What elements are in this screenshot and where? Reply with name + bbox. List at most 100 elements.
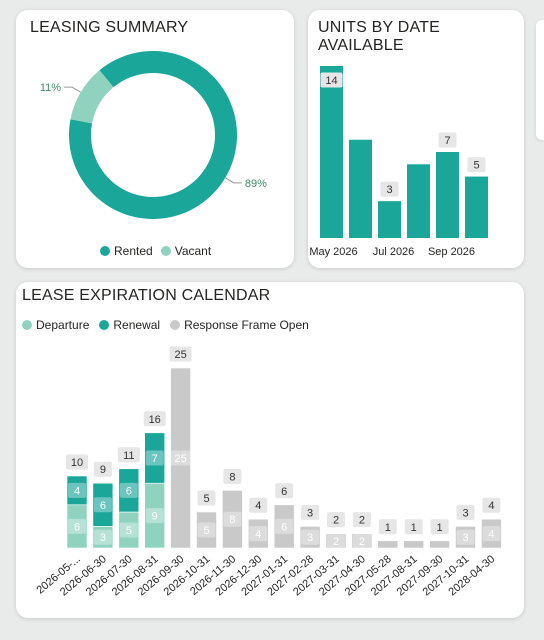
- calendar-segment-response-frame-open-10[interactable]: [325, 533, 347, 549]
- calendar-segment-response-frame-open-5[interactable]: [196, 511, 217, 549]
- calendar-segment-response-frame-open-6[interactable]: [222, 490, 243, 549]
- calendar-segment-label-1-departure: 3: [93, 529, 112, 545]
- calendar-total-label-10-bg: [327, 512, 345, 528]
- calendar-total-label-5-bg: [197, 490, 216, 506]
- calendar-total-label-7-text: 4: [255, 500, 261, 512]
- calendar-segment-label-1-departure-text: 3: [100, 532, 106, 544]
- units-bar-chart: 14 May 2026 3 Jul 2026 7 Sep 2026 5: [309, 66, 488, 258]
- units-bar-aug-2026[interactable]: [407, 164, 430, 238]
- legend-item-departure[interactable]: Departure: [22, 318, 89, 332]
- calendar-segment-label-0-departure: 6: [68, 518, 86, 534]
- calendar-total-label-3: 16: [143, 411, 166, 427]
- calendar-segment-renewal-0[interactable]: [66, 475, 88, 506]
- legend-item-response-frame-open[interactable]: Response Frame Open: [170, 318, 309, 332]
- calendar-total-label-5: 5: [197, 490, 216, 506]
- calendar-total-label-8-text: 6: [281, 486, 287, 498]
- calendar-total-label-12: 1: [378, 519, 397, 535]
- donut-slice-vacant[interactable]: [70, 70, 114, 124]
- leasing-summary-card: LEASING SUMMARY 89% 11% Rented Vacant: [16, 10, 294, 268]
- calendar-total-label-15-bg: [456, 504, 475, 520]
- units-bar-oct-2026[interactable]: [465, 176, 488, 238]
- legend-item-renewal[interactable]: Renewal: [99, 318, 160, 332]
- lease-calendar-title: LEASE EXPIRATION CALENDAR: [22, 287, 271, 304]
- calendar-segment-label-3-renewal-bg: [145, 450, 164, 466]
- units-bar-jun-2026[interactable]: [349, 139, 372, 238]
- calendar-segment-renewal-3[interactable]: [144, 432, 165, 484]
- calendar-segment-label-1-renewal: 6: [93, 497, 112, 513]
- units-data-label-2-text: 3: [386, 184, 392, 196]
- calendar-segment-response-frame-open-9[interactable]: [299, 526, 321, 549]
- calendar-segment-label-4-response-bg: [169, 450, 192, 466]
- calendar-segment-label-3-departure: 9: [145, 508, 164, 524]
- calendar-total-label-13-bg: [404, 519, 423, 535]
- calendar-segment-label-1-renewal-text: 6: [100, 500, 106, 512]
- calendar-segment-label-15-response-bg: [456, 529, 475, 545]
- calendar-segment-label-4-response: 25: [169, 450, 192, 466]
- units-bar-jul-2026[interactable]: [378, 201, 401, 238]
- calendar-total-label-14: 1: [430, 519, 449, 535]
- calendar-segment-label-15-response: 3: [456, 529, 475, 545]
- units-bar-sep-2026[interactable]: [436, 152, 459, 238]
- calendar-segment-response-frame-open-8[interactable]: [273, 504, 295, 549]
- calendar-total-label-5-text: 5: [203, 493, 209, 505]
- legend-dot-vacant: [160, 246, 171, 256]
- calendar-segment-label-2-departure: 5: [119, 522, 138, 538]
- calendar-segment-label-11-response: 2: [352, 533, 371, 549]
- calendar-segment-label-3-departure-text: 9: [152, 511, 158, 523]
- calendar-segment-response-frame-open-15[interactable]: [455, 526, 476, 549]
- calendar-segment-renewal-2[interactable]: [118, 468, 140, 513]
- calendar-segment-label-8-response-bg: [275, 518, 294, 534]
- units-by-date-card: UNITS BY DATE AVAILABLE 14 May 2026 3 Jul 2…: [308, 10, 524, 268]
- units-bar-may-2026[interactable]: [320, 66, 343, 238]
- calendar-segment-label-1-departure-bg: [93, 529, 112, 545]
- leasing-summary-title: LEASING SUMMARY: [30, 19, 189, 36]
- calendar-segment-label-3-renewal-text: 7: [152, 453, 158, 465]
- calendar-total-label-9: 3: [301, 504, 320, 520]
- calendar-segment-response-frame-open-7[interactable]: [248, 518, 269, 549]
- calendar-segment-renewal-1[interactable]: [92, 482, 114, 527]
- units-data-label-4-text: 7: [444, 135, 450, 147]
- calendar-segment-label-0-departure-text: 6: [74, 521, 80, 533]
- calendar-segment-response-frame-open-13[interactable]: [403, 540, 425, 549]
- calendar-segment-label-0-renewal-bg: [68, 482, 86, 498]
- legend-dot-rented: [100, 246, 110, 256]
- calendar-stacked-bar-chart: 64102026-05-...3692026-06-3056112026-07-…: [34, 346, 502, 598]
- calendar-segment-response-frame-open-14[interactable]: [429, 540, 450, 549]
- calendar-total-label-1: 9: [93, 461, 112, 477]
- legend-item-rented[interactable]: Rented: [100, 244, 153, 258]
- units-tick-label-4: Sep 2026: [428, 246, 475, 258]
- calendar-total-label-13: 1: [404, 519, 423, 535]
- calendar-segment-label-0-renewal-text: 4: [74, 485, 80, 497]
- side-panel-tab[interactable]: [536, 20, 544, 140]
- legend-dot-response-frame-open: [170, 320, 181, 330]
- donut-leader-rented: [225, 177, 242, 184]
- calendar-segment-response-frame-open-11[interactable]: [351, 533, 373, 549]
- units-data-label-4: 7: [438, 132, 457, 148]
- legend-label-rented: Rented: [114, 244, 153, 258]
- leasing-legend: Rented Vacant: [100, 244, 211, 258]
- calendar-total-label-2-bg: [117, 447, 140, 463]
- calendar-total-label-10: 2: [327, 512, 345, 528]
- calendar-total-label-2-text: 11: [123, 450, 134, 462]
- calendar-segment-label-1-renewal-bg: [93, 497, 112, 513]
- donut-label-vacant: 11%: [40, 82, 61, 94]
- calendar-total-label-6: 8: [223, 468, 242, 484]
- calendar-total-label-16-bg: [482, 497, 501, 513]
- calendar-total-label-12-bg: [378, 519, 397, 535]
- calendar-total-label-6-text: 8: [229, 471, 235, 483]
- calendar-segment-response-frame-open-12[interactable]: [377, 540, 399, 549]
- calendar-total-label-4-text: 25: [174, 349, 186, 361]
- calendar-segment-label-2-renewal: 6: [119, 482, 138, 498]
- calendar-segment-response-frame-open-16[interactable]: [481, 518, 502, 549]
- calendar-segment-label-0-departure-bg: [68, 518, 86, 534]
- units-data-label-2: 3: [380, 181, 399, 197]
- leasing-donut-chart: 89% 11%: [40, 50, 267, 219]
- calendar-total-label-2: 11: [117, 447, 140, 463]
- units-tick-label-2: Jul 2026: [373, 246, 415, 258]
- legend-item-vacant[interactable]: Vacant: [160, 244, 211, 258]
- calendar-segment-label-3-departure-bg: [145, 508, 164, 524]
- calendar-segment-label-6-response-text: 8: [229, 514, 235, 526]
- calendar-total-label-10-text: 2: [333, 515, 339, 527]
- lease-calendar-card: LEASE EXPIRATION CALENDAR Departure Rene…: [16, 282, 524, 618]
- calendar-segment-response-frame-open-4[interactable]: [170, 367, 191, 549]
